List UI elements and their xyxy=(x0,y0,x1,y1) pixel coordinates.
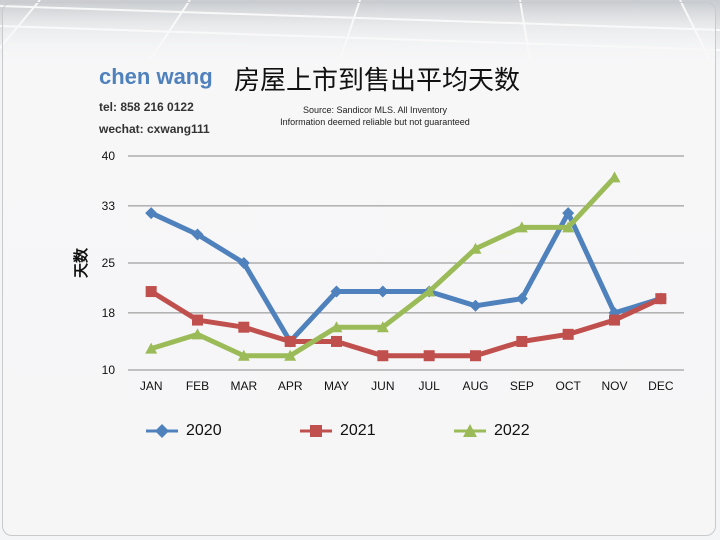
legend-label-2021: 2021 xyxy=(340,422,376,439)
x-tick-label: MAY xyxy=(324,379,349,393)
data-point-2022 xyxy=(237,349,250,361)
legend-label-2020: 2020 xyxy=(186,422,222,439)
x-tick-label: JAN xyxy=(140,379,163,393)
x-tick-labels: JAN FEB MAR APR MAY JUN JUL AUG SEP OCT NOV DEC xyxy=(140,379,674,393)
legend-item-2020: 2020 xyxy=(144,420,222,442)
legend-marker-2020 xyxy=(146,424,178,438)
legend-item-2021: 2021 xyxy=(298,420,376,442)
data-point-2021 xyxy=(655,293,667,305)
data-point-2021 xyxy=(423,350,435,362)
data-point-2021 xyxy=(562,328,574,340)
y-axis-label: 天数 xyxy=(72,247,90,278)
x-tick-label: SEP xyxy=(510,379,534,393)
data-point-2020 xyxy=(376,285,389,298)
source-line-1: Source: Sandicor MLS. All Inventory xyxy=(302,105,448,115)
data-point-2020 xyxy=(469,299,482,312)
data-point-2022 xyxy=(191,328,204,340)
x-tick-label: APR xyxy=(278,379,303,393)
data-point-2021 xyxy=(470,350,481,362)
grid-lines xyxy=(128,155,684,371)
data-point-2022 xyxy=(608,171,621,183)
y-tick-label: 18 xyxy=(102,306,116,320)
series-line-2020 xyxy=(148,210,664,344)
data-point-2022 xyxy=(562,221,575,233)
data-point-2021 xyxy=(192,314,203,326)
data-point-2021 xyxy=(238,321,250,333)
data-point-2022 xyxy=(376,321,389,333)
x-tick-label: JUN xyxy=(371,379,394,393)
data-point-2022 xyxy=(330,321,343,333)
y-tick-label: 25 xyxy=(102,256,116,270)
legend-marker-2022 xyxy=(454,424,486,437)
data-point-2020 xyxy=(562,207,575,220)
x-tick-label: DEC xyxy=(648,379,674,393)
series-2021 xyxy=(145,286,667,362)
legend-label-2022: 2022 xyxy=(494,422,530,439)
chart-title: 房屋上市到售出平均天数 xyxy=(234,65,521,95)
data-point-2021 xyxy=(145,286,157,298)
data-point-2022 xyxy=(145,342,158,354)
data-point-2020 xyxy=(330,285,343,298)
data-point-2020 xyxy=(237,257,250,269)
data-point-2021 xyxy=(609,314,620,326)
brand-name: chen wang xyxy=(99,64,213,89)
y-tick-labels: 10 18 25 33 40 xyxy=(102,149,116,377)
data-point-2021 xyxy=(284,335,296,347)
legend-item-2022: 2022 xyxy=(452,420,530,442)
series-line-2021 xyxy=(148,289,664,359)
y-tick-label: 33 xyxy=(102,199,116,213)
data-point-2022 xyxy=(515,221,528,233)
source-line-2: Information deemed reliable but not guar… xyxy=(280,117,470,127)
series-2022 xyxy=(145,171,621,361)
data-point-2022 xyxy=(423,285,436,297)
data-point-2020 xyxy=(145,207,158,220)
y-tick-label: 40 xyxy=(102,149,116,163)
data-point-2020 xyxy=(515,292,528,305)
x-tick-label: FEB xyxy=(186,379,209,393)
x-tick-label: JUL xyxy=(418,379,440,393)
data-point-2021 xyxy=(331,335,342,347)
x-tick-label: OCT xyxy=(555,379,581,393)
legend-marker-2021 xyxy=(300,425,332,437)
y-tick-label: 10 xyxy=(102,363,116,377)
data-point-2021 xyxy=(516,335,528,347)
series-group xyxy=(145,171,667,362)
data-point-2020 xyxy=(191,228,204,241)
x-tick-label: AUG xyxy=(462,379,488,393)
data-point-2022 xyxy=(469,242,482,254)
x-tick-label: NOV xyxy=(601,379,627,393)
brand-tel: tel: 858 216 0122 xyxy=(99,100,194,114)
brand-wechat: wechat: cxwang111 xyxy=(99,122,210,136)
data-point-2022 xyxy=(284,349,297,361)
x-tick-label: MAR xyxy=(230,379,257,393)
data-point-2021 xyxy=(377,350,389,362)
